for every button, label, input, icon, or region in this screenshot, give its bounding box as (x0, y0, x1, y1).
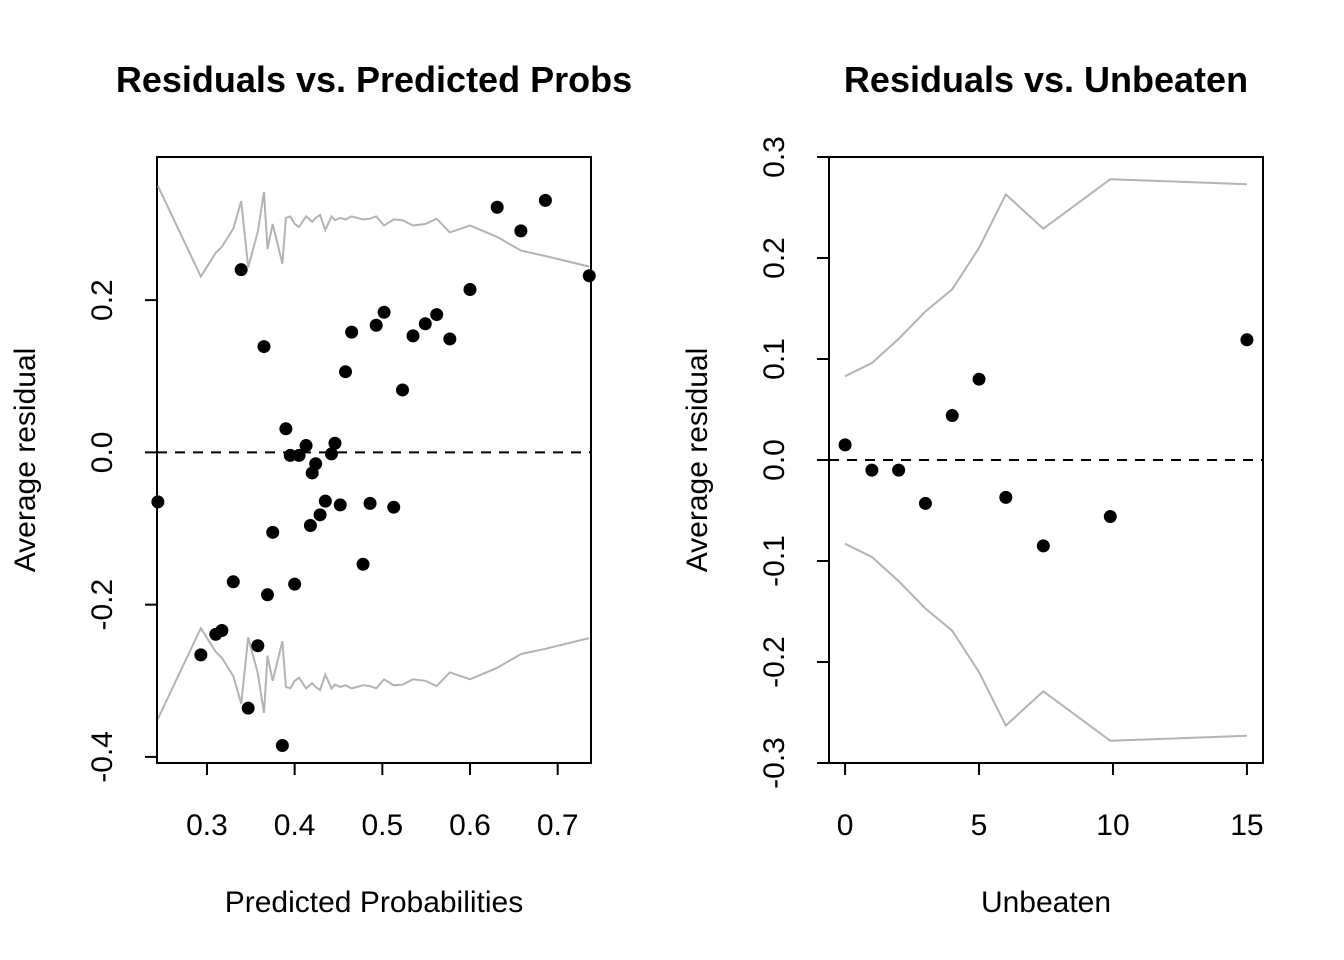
data-point (313, 508, 327, 522)
data-point (582, 269, 596, 283)
data-point (363, 496, 377, 510)
data-point (333, 498, 347, 512)
y-tick-label: -0.2 (86, 579, 119, 631)
x-tick-label: 0 (837, 809, 854, 842)
data-point (538, 193, 552, 207)
x-axis-label: Unbeaten (981, 886, 1111, 919)
data-point (251, 639, 265, 653)
data-point (972, 372, 986, 386)
data-point (309, 457, 323, 471)
data-point (918, 496, 932, 510)
y-axis-label: Average residual (9, 348, 42, 573)
data-point (345, 325, 359, 339)
upper-band-line (156, 185, 590, 279)
panel-predicted-probs: Residuals vs. Predicted Probs Predicted … (9, 59, 632, 919)
x-axis: 0.3 0.4 0.5 0.6 0.7 (186, 762, 579, 842)
data-point (514, 224, 528, 238)
y-tick-label: -0.2 (758, 636, 791, 688)
data-point (299, 439, 313, 453)
y-tick-label: 0.2 (758, 237, 791, 279)
data-point (324, 447, 338, 461)
data-point (356, 557, 370, 571)
x-tick-label: 0.4 (274, 809, 316, 842)
x-axis-label: Predicted Probabilities (225, 886, 524, 919)
data-point (318, 494, 332, 508)
x-tick-label: 10 (1096, 809, 1129, 842)
data-point (463, 282, 477, 296)
x-tick-label: 0.6 (449, 809, 491, 842)
data-point (260, 588, 274, 602)
x-axis: 0 5 10 15 (837, 762, 1264, 842)
data-points (151, 193, 596, 752)
data-point (945, 409, 959, 423)
confidence-bands (844, 178, 1247, 742)
data-point (241, 701, 255, 715)
y-tick-label: 0.1 (758, 338, 791, 380)
data-point (865, 463, 879, 477)
data-point (443, 332, 457, 346)
lower-band-line (844, 542, 1247, 742)
data-point (838, 438, 852, 452)
data-point (234, 263, 248, 277)
chart-title: Residuals vs. Unbeaten (844, 59, 1248, 100)
x-tick-label: 15 (1230, 809, 1263, 842)
data-point (266, 525, 280, 539)
chart-title: Residuals vs. Predicted Probs (116, 59, 632, 100)
data-point (1240, 333, 1254, 347)
y-tick-label: -0.1 (758, 535, 791, 587)
confidence-bands (156, 185, 590, 720)
x-tick-label: 0.5 (361, 809, 403, 842)
y-axis: -0.4 -0.2 0.0 0.2 (86, 279, 158, 783)
data-point (279, 422, 293, 436)
x-tick-label: 5 (971, 809, 988, 842)
upper-band-line (844, 178, 1247, 378)
data-point (1103, 510, 1117, 524)
data-point (328, 436, 342, 450)
y-tick-label: -0.3 (758, 737, 791, 789)
data-point (194, 648, 208, 662)
y-tick-label: -0.4 (86, 731, 119, 783)
x-tick-label: 0.3 (186, 809, 228, 842)
y-tick-label: 0.2 (86, 279, 119, 321)
y-axis: -0.3 -0.2 -0.1 0.0 0.1 0.2 0.3 (758, 136, 830, 789)
y-axis-label: Average residual (681, 348, 714, 573)
data-point (292, 448, 306, 462)
data-point (430, 308, 444, 322)
y-tick-label: 0.3 (758, 136, 791, 178)
data-point (275, 738, 289, 752)
data-point (406, 329, 420, 343)
data-point (377, 305, 391, 319)
data-point (151, 495, 165, 509)
data-point (288, 577, 302, 591)
data-point (303, 518, 317, 532)
data-point (369, 318, 383, 332)
data-point (1036, 539, 1050, 553)
data-point (257, 340, 271, 354)
data-point (892, 463, 906, 477)
x-tick-label: 0.7 (537, 809, 579, 842)
y-tick-label: 0.0 (758, 439, 791, 481)
data-point (418, 317, 432, 331)
y-tick-label: 0.0 (86, 432, 119, 474)
data-point (226, 575, 240, 589)
data-point (490, 200, 504, 214)
data-point (387, 500, 401, 514)
data-point (395, 383, 409, 397)
data-points (838, 333, 1254, 553)
lower-band-line (156, 626, 590, 720)
data-point (999, 490, 1013, 504)
panel-unbeaten: Residuals vs. Unbeaten Unbeaten Average … (681, 59, 1264, 919)
data-point (339, 365, 353, 379)
data-point (215, 624, 229, 638)
